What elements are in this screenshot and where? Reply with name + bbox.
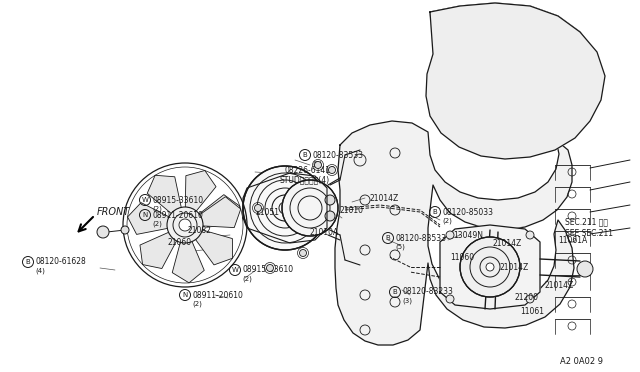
Text: 21014Z: 21014Z — [545, 280, 574, 289]
Text: A2 0A02 9: A2 0A02 9 — [560, 357, 603, 366]
Text: 21014Z: 21014Z — [500, 263, 529, 272]
Circle shape — [97, 226, 109, 238]
Text: 21200: 21200 — [515, 294, 539, 302]
Text: 08911-20610: 08911-20610 — [193, 291, 243, 299]
Polygon shape — [427, 3, 603, 157]
Polygon shape — [200, 197, 241, 228]
Text: 08120-83233: 08120-83233 — [403, 288, 453, 296]
Text: 13049N: 13049N — [453, 231, 483, 240]
Text: B: B — [392, 289, 397, 295]
Text: 08915-33610: 08915-33610 — [152, 196, 204, 205]
Text: 08911-20610: 08911-20610 — [152, 211, 204, 219]
Polygon shape — [186, 170, 216, 211]
Text: (3): (3) — [403, 298, 413, 304]
Circle shape — [328, 167, 335, 173]
Text: (4): (4) — [35, 268, 45, 274]
Circle shape — [279, 202, 291, 214]
Polygon shape — [426, 3, 605, 159]
Circle shape — [325, 211, 335, 221]
Text: SEE SEC.211: SEE SEC.211 — [565, 228, 613, 237]
Text: (5): (5) — [312, 161, 323, 167]
Text: (2): (2) — [243, 276, 252, 282]
Text: 08226-61410: 08226-61410 — [285, 166, 336, 174]
Text: 21014Z: 21014Z — [493, 238, 522, 247]
Text: 08120-61628: 08120-61628 — [35, 257, 86, 266]
Polygon shape — [127, 203, 169, 234]
Circle shape — [255, 205, 262, 212]
Circle shape — [266, 264, 273, 272]
Circle shape — [300, 250, 307, 257]
Text: B: B — [386, 235, 390, 241]
Circle shape — [243, 166, 327, 250]
Text: B: B — [26, 259, 30, 265]
Text: (2): (2) — [152, 221, 163, 227]
Circle shape — [526, 295, 534, 303]
Polygon shape — [140, 232, 177, 269]
Circle shape — [446, 231, 454, 239]
Text: 21014Z: 21014Z — [370, 193, 399, 202]
Text: B: B — [433, 209, 437, 215]
Polygon shape — [147, 175, 181, 214]
Text: 21082: 21082 — [188, 225, 212, 234]
Circle shape — [577, 261, 593, 277]
Text: W: W — [141, 197, 148, 203]
Text: 08120-83533: 08120-83533 — [312, 151, 364, 160]
Text: B: B — [303, 152, 307, 158]
Polygon shape — [172, 241, 204, 283]
Polygon shape — [196, 230, 232, 265]
Text: SEC.211 参照: SEC.211 参照 — [565, 218, 608, 227]
Circle shape — [167, 207, 203, 243]
Text: 21060: 21060 — [168, 237, 192, 247]
Polygon shape — [440, 225, 540, 309]
Circle shape — [446, 295, 454, 303]
Circle shape — [179, 219, 191, 231]
Text: 11061A: 11061A — [558, 235, 588, 244]
Circle shape — [282, 180, 338, 236]
Circle shape — [121, 226, 129, 234]
Text: 21010: 21010 — [340, 205, 364, 215]
Text: 08120-83533: 08120-83533 — [396, 234, 447, 243]
Text: W: W — [232, 267, 239, 273]
Text: (5): (5) — [396, 244, 405, 250]
Text: 08915-33610: 08915-33610 — [243, 266, 294, 275]
Text: N: N — [182, 292, 188, 298]
Text: 08120-85033: 08120-85033 — [442, 208, 493, 217]
Circle shape — [314, 161, 321, 169]
Text: N: N — [142, 212, 148, 218]
Text: (2): (2) — [442, 218, 452, 224]
Circle shape — [325, 195, 335, 205]
Circle shape — [486, 263, 494, 271]
Text: 11061: 11061 — [520, 308, 544, 317]
Circle shape — [526, 231, 534, 239]
Text: STUDスタッド(4): STUDスタッド(4) — [280, 176, 330, 185]
Text: (2): (2) — [152, 206, 163, 212]
Text: 11060: 11060 — [450, 253, 474, 263]
Text: (2): (2) — [193, 301, 202, 307]
Polygon shape — [335, 121, 574, 345]
Circle shape — [460, 237, 520, 297]
Text: 21051: 21051 — [255, 208, 279, 217]
Polygon shape — [199, 195, 240, 225]
Text: 21010A: 21010A — [310, 228, 339, 237]
Text: FRONT: FRONT — [97, 207, 131, 217]
